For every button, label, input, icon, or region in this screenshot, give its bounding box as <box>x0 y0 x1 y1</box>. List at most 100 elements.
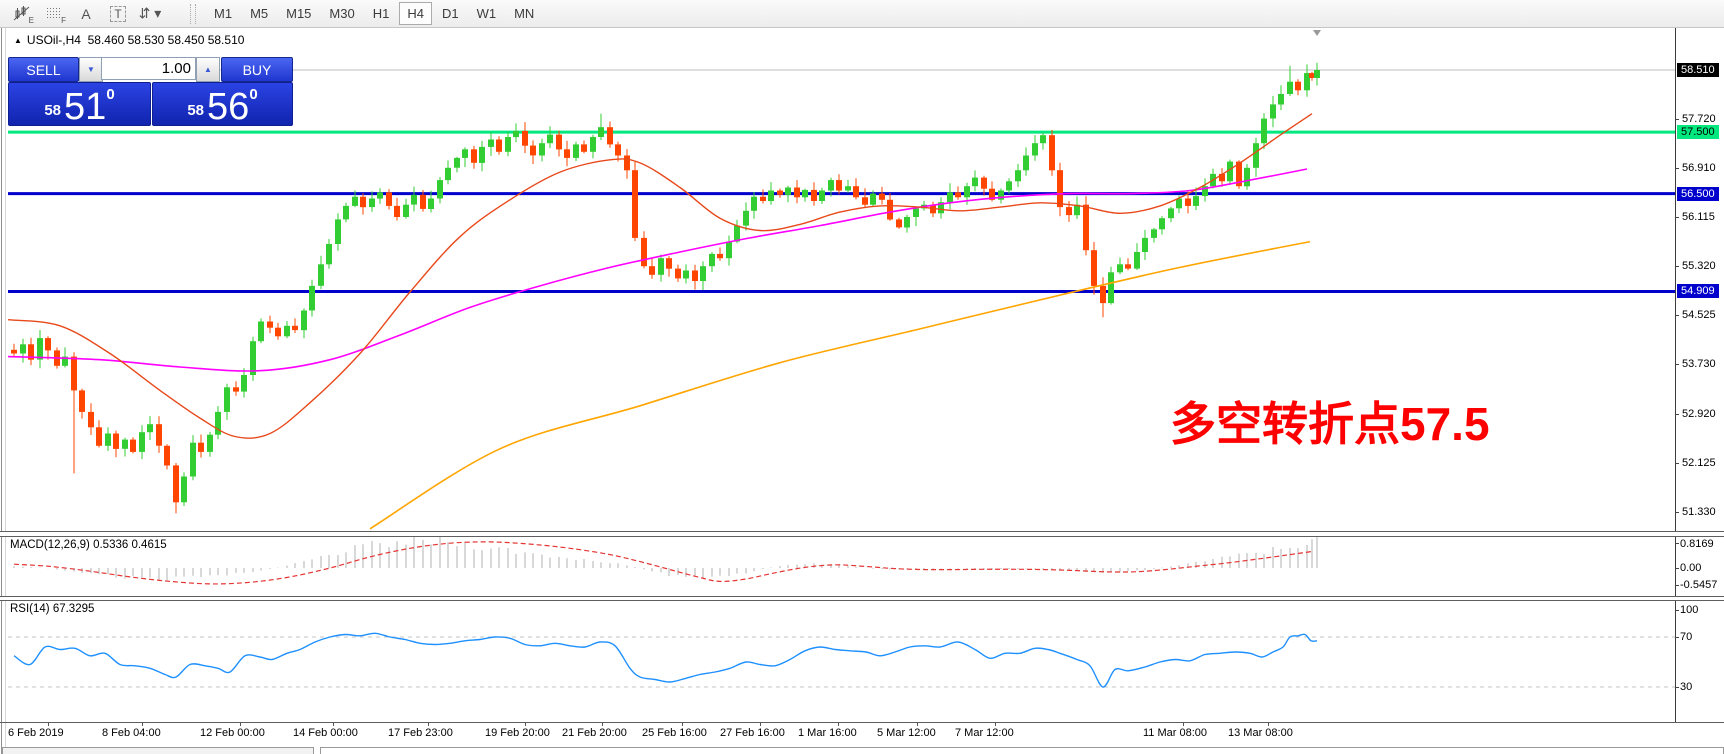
timeframe-m1-button[interactable]: M1 <box>214 6 233 21</box>
time-label: 8 Feb 04:00 <box>102 727 161 739</box>
textbox-icon[interactable]: T <box>104 3 132 25</box>
candle-body <box>1261 118 1267 144</box>
macd-axis-label: -0.5457 <box>1680 579 1718 592</box>
candle-body <box>760 196 766 201</box>
candle-body <box>666 258 672 269</box>
time-tick <box>838 722 839 726</box>
timeframe-h1-button[interactable]: H1 <box>372 6 390 21</box>
price-label-blue: 56.500 <box>1677 186 1719 201</box>
toolbar: E F A T ⇵ ▾ M1 M5 M15 M30 H1 H4 D1 W1 MN <box>0 0 1724 28</box>
volume-decrement-button[interactable]: ▼ <box>79 57 103 82</box>
status-bar-segment <box>2 747 314 754</box>
candle-body <box>1168 208 1174 219</box>
time-tick <box>682 722 683 726</box>
time-tick <box>995 722 996 726</box>
candle-body <box>564 149 570 158</box>
price-tick <box>1675 168 1679 170</box>
candle-body <box>79 390 85 412</box>
axis-tick <box>1675 585 1679 587</box>
price-tick <box>1675 511 1679 513</box>
buy-price-display[interactable]: 58 56 0 <box>152 82 293 126</box>
sell-price-display[interactable]: 58 51 0 <box>8 82 151 126</box>
candle-body <box>130 439 136 452</box>
indicator-windows-icon[interactable]: E <box>8 3 36 25</box>
candle-body <box>181 476 187 503</box>
main-macd-separator[interactable] <box>0 531 1724 537</box>
time-label: 11 Mar 08:00 <box>1143 727 1208 739</box>
macd-rsi-separator[interactable] <box>0 596 1724 601</box>
timeframe-m30-button[interactable]: M30 <box>329 6 355 21</box>
time-tick <box>333 722 334 726</box>
timeframe-mn-button[interactable]: MN <box>514 6 535 21</box>
candle-body <box>1074 204 1080 216</box>
candle-body <box>113 433 119 449</box>
candle-body <box>1117 264 1123 273</box>
timeframe-m15-button[interactable]: M15 <box>286 6 312 21</box>
time-label: 21 Feb 20:00 <box>562 727 627 739</box>
candle-body <box>581 144 587 152</box>
time-tick <box>240 722 241 726</box>
toolbar-separator-grip <box>190 3 196 24</box>
candle-body <box>147 424 153 433</box>
candle-body <box>1287 81 1293 94</box>
candle-body <box>734 225 740 242</box>
candle-body <box>1134 252 1140 269</box>
rsi-timeaxis-separator <box>0 722 1724 723</box>
rsi-label: RSI(14) 67.3295 <box>10 603 95 615</box>
candle-body <box>1176 198 1182 209</box>
candle-body <box>768 190 774 201</box>
candle-body <box>556 134 562 150</box>
candle-body <box>683 270 689 279</box>
candle-body <box>1236 161 1242 187</box>
candle-body <box>1309 73 1315 78</box>
grid-icon[interactable]: F <box>40 3 68 25</box>
volume-input[interactable] <box>101 57 196 80</box>
candle-body <box>1159 218 1165 230</box>
candle-body <box>233 387 239 392</box>
candle-body <box>445 167 451 181</box>
candle-body <box>989 188 995 200</box>
candle-body <box>615 144 621 156</box>
candle-body <box>318 264 324 286</box>
time-tick <box>1183 722 1184 726</box>
main-plot <box>8 62 1675 530</box>
toolbar-icons: E F A T ⇵ ▾ <box>8 3 168 25</box>
candle-body <box>1057 170 1063 208</box>
timeframe-d1-button[interactable]: D1 <box>441 6 459 21</box>
candle-body <box>624 155 630 171</box>
candle-body <box>37 338 43 360</box>
buy-button[interactable]: BUY <box>221 57 293 82</box>
candle-body <box>530 145 536 156</box>
candle-body <box>20 344 26 354</box>
layer-order-icon[interactable]: ⇵ ▾ <box>138 5 162 21</box>
candle-body <box>479 146 485 163</box>
ma-slow-line <box>369 240 1311 530</box>
timeframe-h4-button[interactable]: H4 <box>399 2 432 25</box>
price-label: 57.720 <box>1682 112 1716 125</box>
price-tick <box>1675 315 1679 317</box>
candle-body <box>1100 285 1106 304</box>
price-tick <box>1675 462 1679 464</box>
candle-body <box>879 193 885 200</box>
macd-axis-label: 0.00 <box>1680 562 1702 574</box>
price-label: 53.730 <box>1682 357 1716 370</box>
axis-tick <box>1675 610 1679 611</box>
text-annotation-icon[interactable]: A <box>81 5 91 22</box>
candle-body <box>845 186 851 191</box>
price-label: 55.320 <box>1682 260 1716 273</box>
timeframe-m5-button[interactable]: M5 <box>250 6 269 21</box>
timeframe-w1-button[interactable]: W1 <box>476 6 497 21</box>
buy-price-main: 56 <box>207 86 250 128</box>
axis-tick <box>1675 637 1679 638</box>
price-label-blue: 54.909 <box>1677 284 1719 299</box>
candle-body <box>1032 143 1038 156</box>
candle-body <box>301 310 307 331</box>
sell-button[interactable]: SELL <box>8 57 79 82</box>
candle-body <box>343 205 349 220</box>
time-label: 6 Feb 2019 <box>8 727 64 739</box>
macd-axis-label: 0.8169 <box>1680 538 1714 550</box>
candle-body <box>1202 186 1208 196</box>
volume-increment-button[interactable]: ▲ <box>196 57 220 82</box>
time-label: 25 Feb 16:00 <box>642 727 707 739</box>
